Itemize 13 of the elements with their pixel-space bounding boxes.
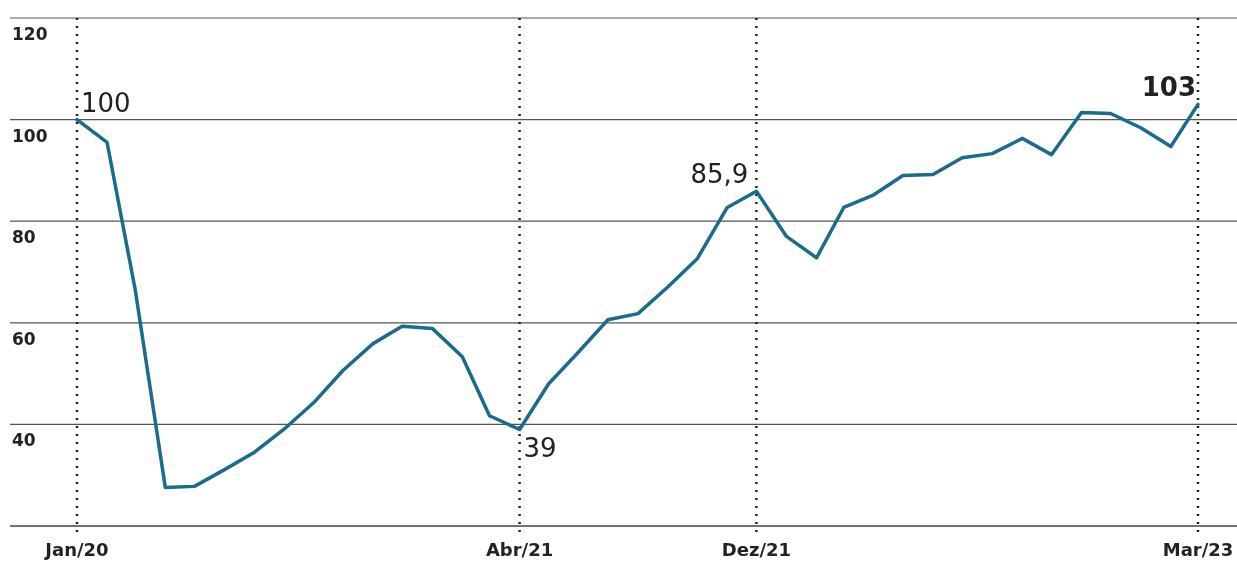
- x-tick-label: Jan/20: [43, 539, 109, 560]
- y-tick-label: 100: [12, 125, 48, 146]
- annotation: 100: [81, 87, 131, 118]
- y-tick-label: 80: [12, 227, 36, 248]
- y-tick-label: 40: [12, 430, 36, 451]
- x-tick-label: Abr/21: [485, 539, 554, 560]
- x-tick-label: Dez/21: [721, 539, 792, 560]
- annotation: 103: [1141, 72, 1196, 103]
- annotation: 39: [523, 433, 557, 464]
- x-tick-label: Mar/23: [1162, 539, 1234, 560]
- annotation: 85,9: [690, 159, 749, 190]
- y-tick-label: 60: [12, 328, 36, 349]
- y-tick-label: 120: [12, 24, 48, 44]
